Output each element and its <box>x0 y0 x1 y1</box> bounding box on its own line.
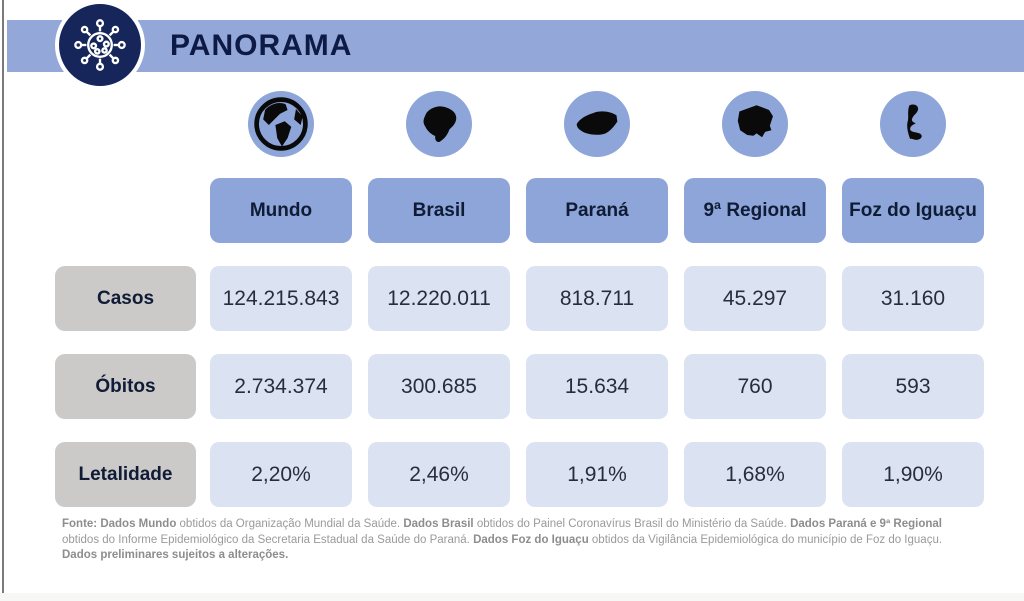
cell-obitos-regional: 760 <box>684 354 826 419</box>
cell-casos-mundo: 124.215.843 <box>210 266 352 331</box>
column-header-foz: Foz do Iguaçu <box>842 178 984 243</box>
footer-segment: obtidos do Painel Coronavírus Brasil do … <box>473 518 791 530</box>
cell-letalidade-brasil: 2,46% <box>368 442 510 507</box>
cell-obitos-mundo: 2.734.374 <box>210 354 352 419</box>
column-icon-mundo <box>248 91 314 157</box>
cell-obitos-parana: 15.634 <box>526 354 668 419</box>
globe-icon <box>251 94 311 154</box>
footer-source-note: Fonte: Dados Mundo obtidos da Organizaçã… <box>62 517 970 564</box>
column-icon-brasil <box>406 91 472 157</box>
footer-segment: Dados Paraná e 9ª Regional <box>790 518 942 530</box>
footer-segment: obtidos da Organização Mundial da Saúde. <box>176 518 404 530</box>
column-header-parana: Paraná <box>526 178 668 243</box>
row-label-obitos: Óbitos <box>55 354 196 419</box>
cell-casos-parana: 818.711 <box>526 266 668 331</box>
footer-segment: Dados Foz do Iguaçu <box>473 533 589 546</box>
cell-casos-foz: 31.160 <box>842 266 984 331</box>
cell-letalidade-regional: 1,68% <box>684 442 826 507</box>
cell-obitos-brasil: 300.685 <box>368 354 510 419</box>
footer-segment: obtidos do Informe Epidemiológico da Sec… <box>62 533 474 546</box>
row-label-casos: Casos <box>55 266 196 331</box>
cell-letalidade-parana: 1,91% <box>526 442 668 507</box>
footer-segment: obtidos da Vigilância Epidemiológica do … <box>588 533 943 546</box>
column-icon-parana <box>564 91 630 157</box>
cell-casos-brasil: 12.220.011 <box>368 266 510 331</box>
cell-obitos-foz: 593 <box>842 354 984 419</box>
footer-segment: Dados Brasil <box>403 518 474 530</box>
footer-segment: Dados preliminares sujeitos a alterações… <box>62 549 289 561</box>
parana-state-map-icon <box>572 99 622 149</box>
cell-letalidade-mundo: 2,20% <box>210 442 352 507</box>
coronavirus-icon <box>71 16 129 74</box>
left-border-line <box>2 0 4 601</box>
foz-do-iguacu-map-icon <box>890 101 936 147</box>
column-header-mundo: Mundo <box>210 178 352 243</box>
app-logo <box>55 0 145 90</box>
footer-segment: Fonte: Dados Mundo <box>62 518 177 530</box>
cell-letalidade-foz: 1,90% <box>842 442 984 507</box>
column-icon-regional <box>722 91 788 157</box>
row-label-letalidade: Letalidade <box>55 442 196 507</box>
column-header-brasil: Brasil <box>368 178 510 243</box>
bottom-strip <box>0 593 1024 601</box>
column-icon-foz <box>880 91 946 157</box>
header-banner <box>7 20 1024 72</box>
ninth-regional-map-icon <box>730 99 780 149</box>
page-title: PANORAMA <box>170 29 353 62</box>
cell-casos-regional: 45.297 <box>684 266 826 331</box>
column-header-regional: 9ª Regional <box>684 178 826 243</box>
brazil-map-icon <box>415 100 463 148</box>
